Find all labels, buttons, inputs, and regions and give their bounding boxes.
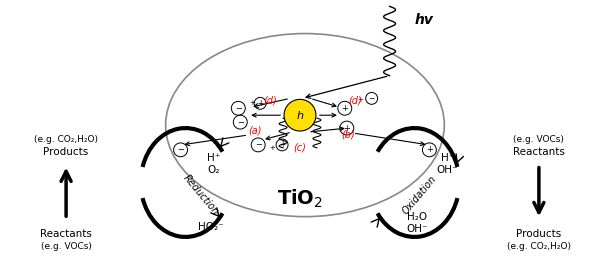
Text: H⁺: H⁺: [441, 153, 454, 163]
Text: OH⁻: OH⁻: [407, 224, 428, 234]
Text: +: +: [249, 100, 255, 106]
Text: −: −: [255, 140, 262, 149]
Text: +: +: [357, 97, 362, 103]
Text: (e.g. VOCs): (e.g. VOCs): [514, 136, 564, 144]
Text: O₂: O₂: [207, 165, 220, 175]
Text: +: +: [341, 104, 348, 113]
Text: H₂O: H₂O: [408, 212, 427, 222]
Text: hv: hv: [414, 13, 433, 27]
Text: +: +: [269, 145, 275, 151]
Text: Oxidation: Oxidation: [400, 174, 438, 217]
Text: (c): (c): [294, 143, 306, 153]
Text: +: +: [257, 99, 264, 108]
Text: Reactants: Reactants: [513, 147, 565, 157]
Text: (d): (d): [263, 95, 277, 105]
Text: (b): (b): [341, 130, 355, 140]
Circle shape: [284, 99, 316, 131]
Text: HO₂⁻: HO₂⁻: [197, 222, 223, 232]
Text: Reduction: Reduction: [181, 173, 220, 217]
Text: TiO$_2$: TiO$_2$: [277, 188, 323, 210]
Text: (d): (d): [348, 95, 362, 105]
Text: +: +: [343, 123, 350, 133]
Text: (a): (a): [249, 125, 262, 135]
Text: OH⁻: OH⁻: [436, 165, 458, 175]
Text: +: +: [279, 140, 285, 149]
Text: Products: Products: [517, 229, 562, 239]
Text: −: −: [177, 145, 184, 154]
Text: −: −: [237, 118, 244, 127]
Text: −: −: [368, 94, 375, 103]
Text: H⁺: H⁺: [206, 153, 220, 163]
Text: −: −: [235, 104, 242, 113]
Text: (e.g. CO₂,H₂O): (e.g. CO₂,H₂O): [34, 136, 98, 144]
Text: $\mathit{h}$: $\mathit{h}$: [296, 109, 304, 121]
Text: +: +: [426, 145, 433, 154]
Text: (e.g. CO₂,H₂O): (e.g. CO₂,H₂O): [507, 242, 571, 251]
Text: Reactants: Reactants: [40, 229, 92, 239]
Text: (e.g. VOCs): (e.g. VOCs): [41, 242, 92, 251]
Text: Products: Products: [43, 147, 88, 157]
